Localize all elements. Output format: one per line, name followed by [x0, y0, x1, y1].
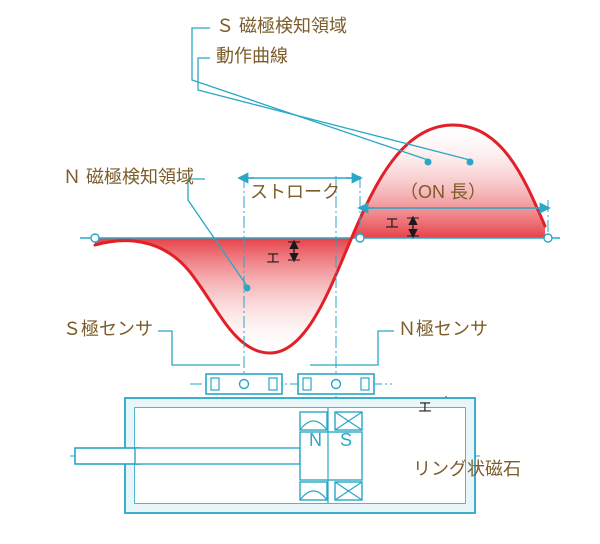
- label-hysteresis-2: エ: [266, 250, 280, 266]
- label-hysteresis-1: エ: [385, 215, 399, 231]
- sensor-s: [206, 374, 282, 394]
- lead-s-sensor: [158, 331, 240, 365]
- label-n-pole-sensor: Ｎ極センサ: [398, 319, 488, 339]
- label-operating-curve: 動作曲線: [216, 46, 288, 66]
- cylinder-assembly: [75, 398, 475, 513]
- label-hysteresis-3: エ: [418, 399, 432, 415]
- label-magnet-s: S: [340, 430, 352, 450]
- label-stroke: ストローク: [250, 182, 340, 202]
- label-s-pole-region: Ｓ 磁極検知領域: [216, 16, 347, 36]
- label-on-length: （ON 長）: [400, 182, 486, 202]
- label-s-pole-sensor: Ｓ極センサ: [63, 319, 153, 339]
- label-n-pole-region: Ｎ 磁極検知領域: [63, 167, 194, 187]
- lead-n-sensor: [310, 331, 394, 365]
- label-magnet-n: N: [309, 430, 322, 450]
- label-ring-magnet: リング状磁石: [413, 459, 521, 479]
- sensor-n: [298, 374, 374, 394]
